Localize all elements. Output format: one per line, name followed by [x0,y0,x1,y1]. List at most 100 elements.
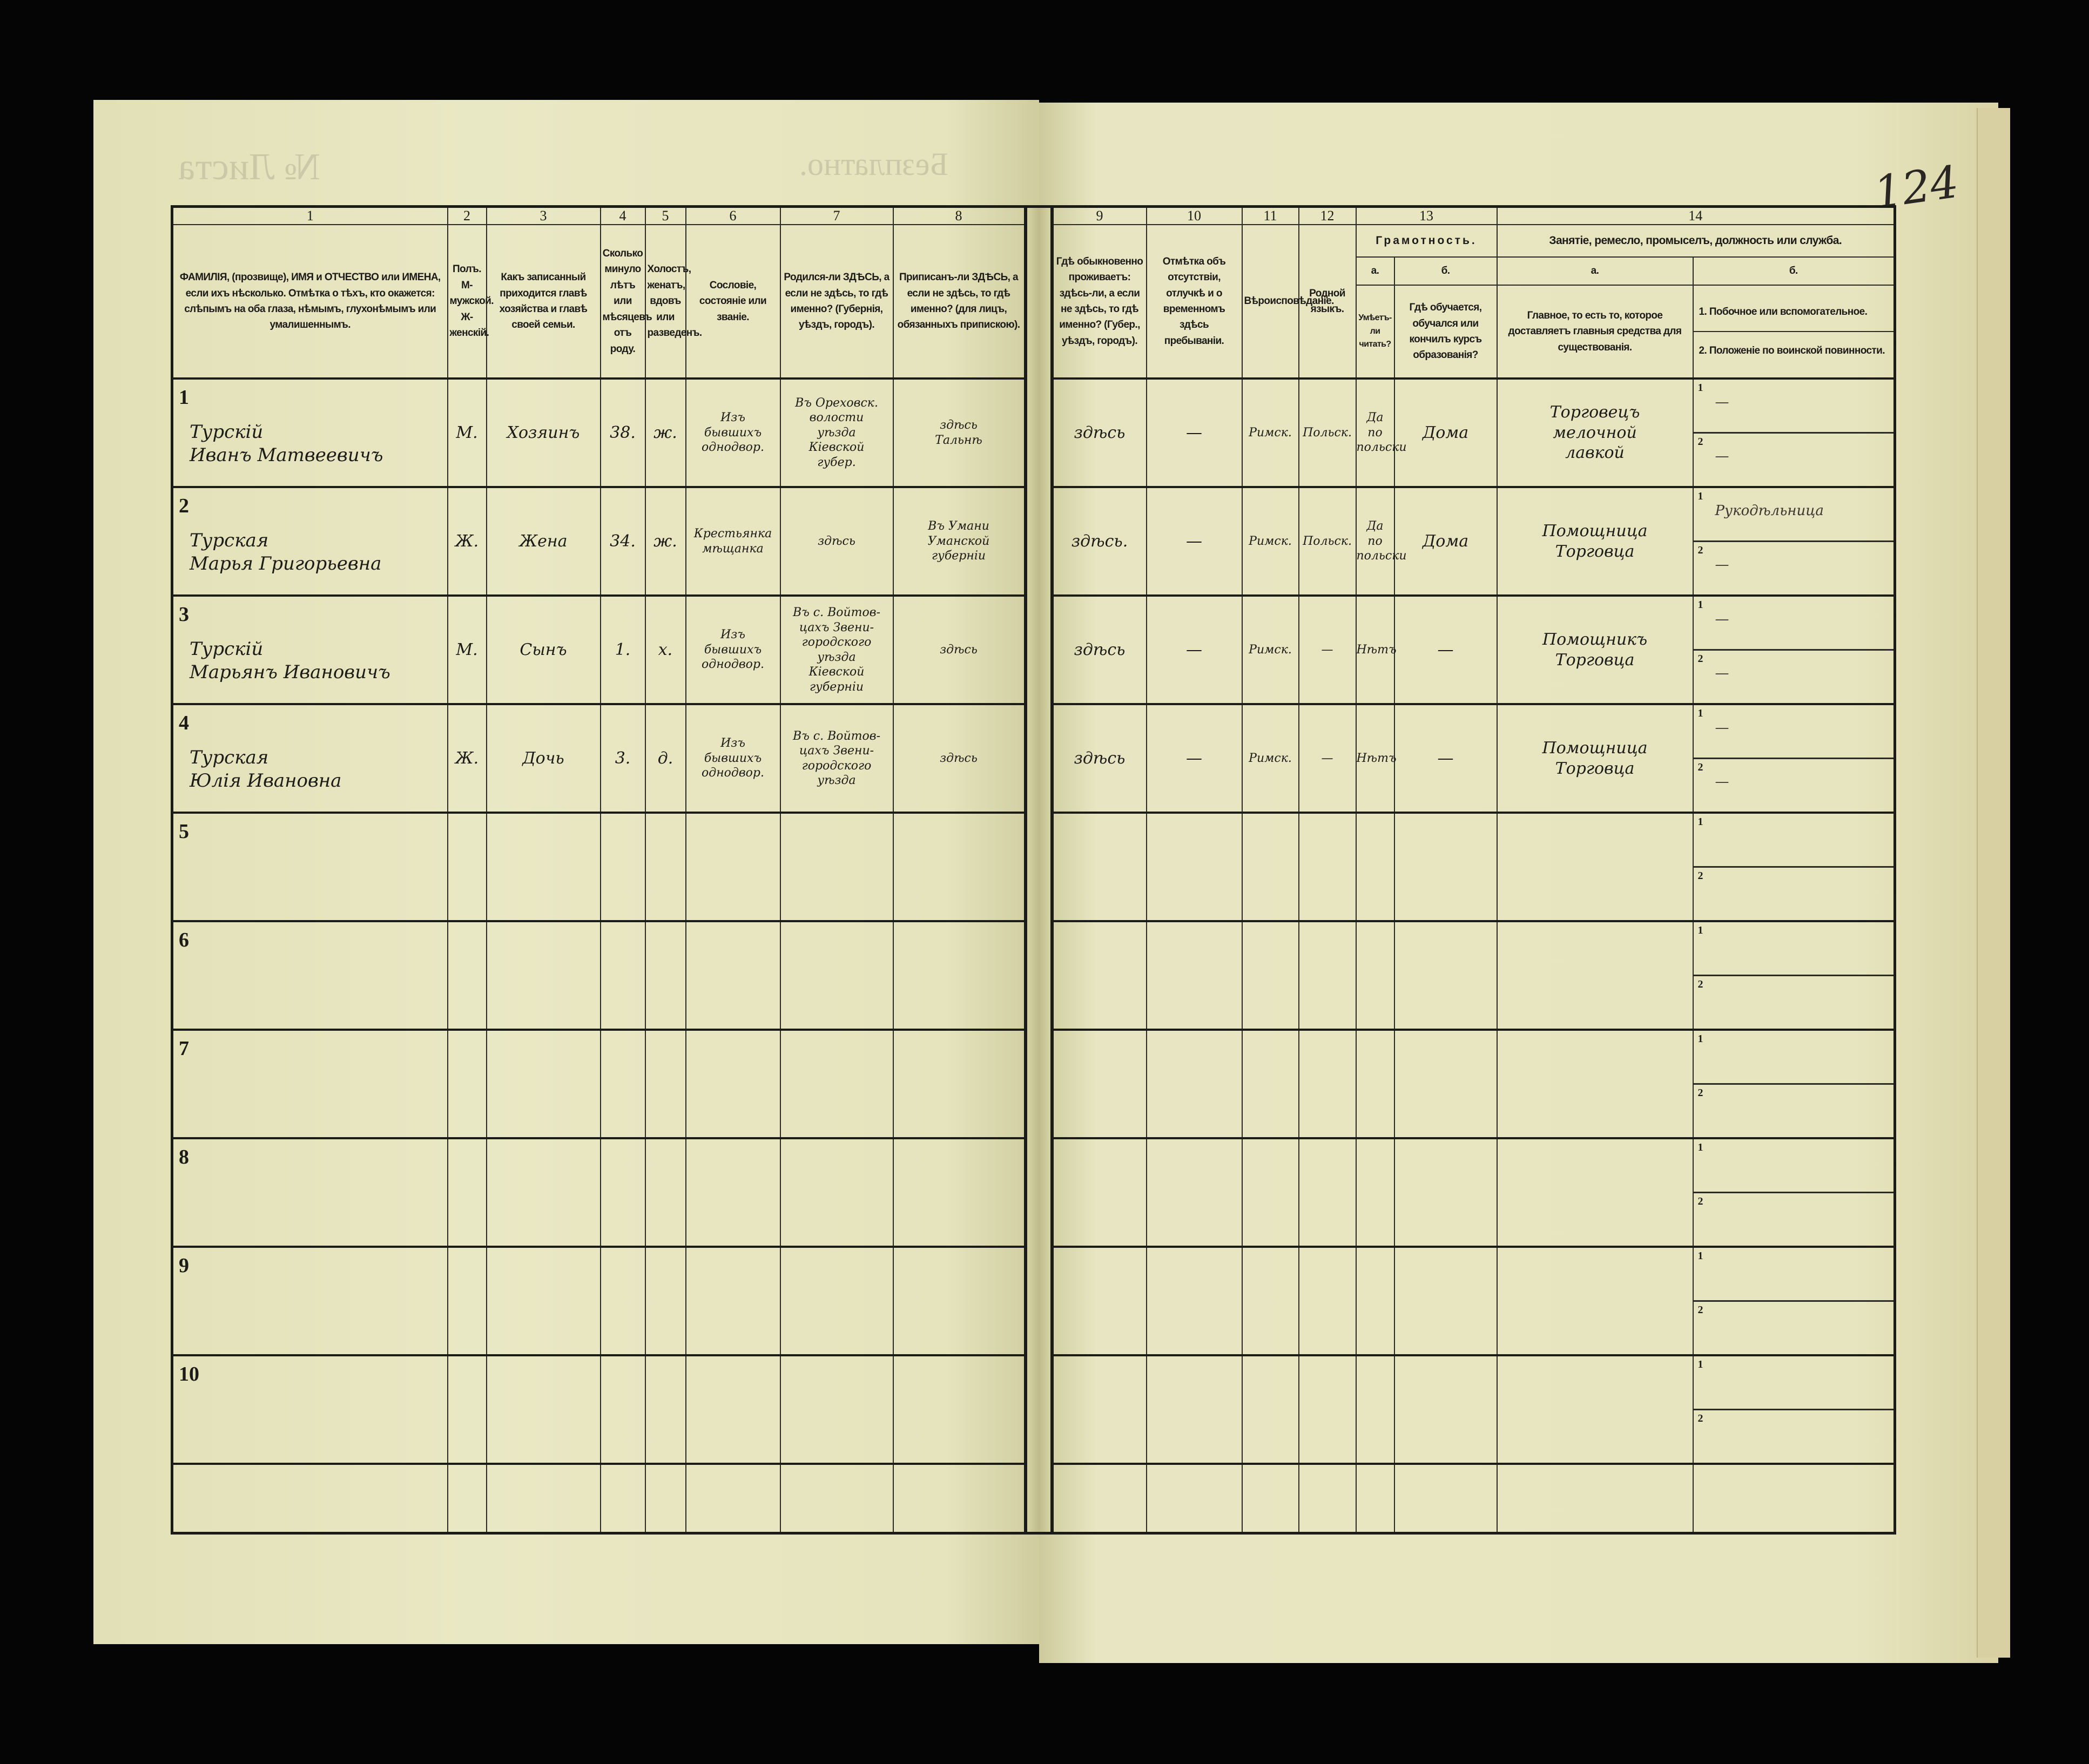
can-read-cell: Нѣтъ [1355,594,1397,705]
col-number-1: 1 [171,206,448,225]
residence-cell [1051,1354,1147,1464]
side-occupation-subcell: 1— [1694,597,1894,649]
column-number-row: 1 2 3 4 5 6 7 8 9 10 11 12 13 14 [171,206,1896,379]
name-cell: 1 Турскій Иванъ Матвеевичъ [171,377,448,488]
registration-cell: здѣсь [892,703,1026,813]
row-number: 3 [179,603,189,626]
estate-cell [685,1246,781,1356]
header-birthplace: Родился-ли ЗДѢСЬ, а если не здѣсь, то гд… [779,224,894,379]
sex-cell [447,1137,487,1247]
religion-cell [1241,920,1299,1030]
registration-cell: Въ Умани Уманской губерніи [892,486,1026,596]
can-read-cell [1355,1137,1395,1247]
occupation-cell [1496,1246,1694,1356]
row-number: 9 [179,1254,189,1277]
estate-cell [685,812,781,922]
absence-cell [1145,920,1243,1030]
birthplace-cell [779,812,894,922]
header-religion: Вѣроисповѣданіе. [1241,224,1334,379]
side-occupation-subcell: 1 [1694,1356,1894,1409]
spine-gap [1023,487,1054,596]
subrow-value [1694,1139,1894,1153]
row-number: 5 [179,820,189,843]
subrow-label: 1 [1697,1250,1703,1262]
occupation-cell: Торговецъ мелочной лавкой [1496,377,1694,488]
side-occupation-subcell: 1— [1694,705,1894,758]
sex-cell [447,1029,487,1139]
blank-cell [1241,1463,1299,1534]
spine-gap [1023,1464,1054,1533]
registration-cell [892,1029,1026,1139]
military-status-subcell: 2 [1693,1409,1893,1463]
language-cell: Польск. [1298,377,1357,488]
col-number-10: 10 [1145,206,1243,225]
age-cell [599,1354,646,1464]
person-name: Турскій Иванъ Матвеевичъ [190,421,383,466]
birthplace-cell: Въ с. Войтов- цахъ Звени- городского уѣз… [779,594,894,705]
sub-label-row: а. б. а. б. [172,256,1896,286]
person-name [173,1073,447,1095]
absence-cell [1145,1137,1243,1247]
header-14b-label: б. [1692,256,1896,286]
subrow-label: 2 [1697,1087,1703,1099]
can-read-cell: Нѣтъ [1355,703,1397,813]
name-cell: 4 Турская Юлія Ивановна [171,703,448,813]
spine-gap [1023,1030,1054,1138]
language-cell: — [1298,594,1357,705]
subrow-value [1694,1085,1894,1099]
estate-cell: Изъ бывшихъ однодвор. [685,377,781,488]
header-secondary: 1. Побочное или вспомогательное. 2. Поло… [1692,285,1896,379]
marital-status-cell: ж. [644,377,686,488]
header-14a-label: а. [1496,256,1694,286]
religion-cell: Римск. [1241,377,1299,488]
blank-cell [685,1463,781,1534]
marital-status-cell: х. [644,594,686,705]
subrow-value [1694,1302,1894,1316]
marital-status-cell: ж. [644,486,686,596]
side-occupation-subcell: 1 [1694,1031,1894,1083]
group-header-row: ФАМИЛІЯ, (прозвище), ИМЯ и ОТЧЕСТВО или … [171,224,1896,379]
sex-cell [447,812,487,922]
sex-cell: Ж. [447,486,487,596]
subrow-label: 2 [1697,653,1703,665]
subrow-value: — [1715,720,1729,736]
spine-gap [1023,1138,1054,1247]
person-name [173,1290,447,1312]
row-number: 8 [179,1146,189,1168]
marital-status-cell [644,1029,686,1139]
row-number: 7 [179,1037,189,1060]
birthplace-cell [779,1246,894,1356]
blank-cell [447,1463,487,1534]
subrow-value [1694,1356,1894,1370]
estate-cell: Крестьянка мѣщанка [685,486,781,596]
col-number-11: 11 [1241,206,1299,225]
age-cell: 1. [599,594,646,705]
name-cell: 2 Турская Марья Григорьевна [171,486,448,596]
occupation-cell: Помощница Торговца [1496,703,1694,813]
occupation-cell [1496,1029,1694,1139]
language-cell [1298,1137,1357,1247]
subrow-label: 1 [1697,707,1703,719]
age-cell [599,1029,646,1139]
marital-status-cell [644,1246,686,1356]
age-cell [599,812,646,922]
col-number-2: 2 [447,206,487,225]
row-number: 6 [179,929,189,951]
language-cell [1298,1354,1357,1464]
estate-cell: Изъ бывшихъ однодвор. [685,594,781,705]
marital-status-cell: д. [644,703,686,813]
religion-cell [1241,812,1299,922]
bleed-through-sheet-number: № Листа [178,146,320,188]
sub-header-row: Умѣетъ-ли читать? Гдѣ обучается, обучалс… [172,285,1896,379]
birthplace-cell [779,920,894,1030]
sex-cell: М. [447,594,487,705]
subrow-value: — [1715,611,1729,627]
subrow-label: 2 [1697,544,1703,556]
census-entries: 1 Турскій Иванъ Матвеевичъ М. Хозяинъ 38. ж. И… [171,377,1896,1534]
col-number-3: 3 [486,206,601,225]
subrow-label: 1 [1697,924,1703,936]
military-status-subcell: 2 [1693,1192,1893,1246]
table-row: 10 1 2 [171,1354,1896,1464]
